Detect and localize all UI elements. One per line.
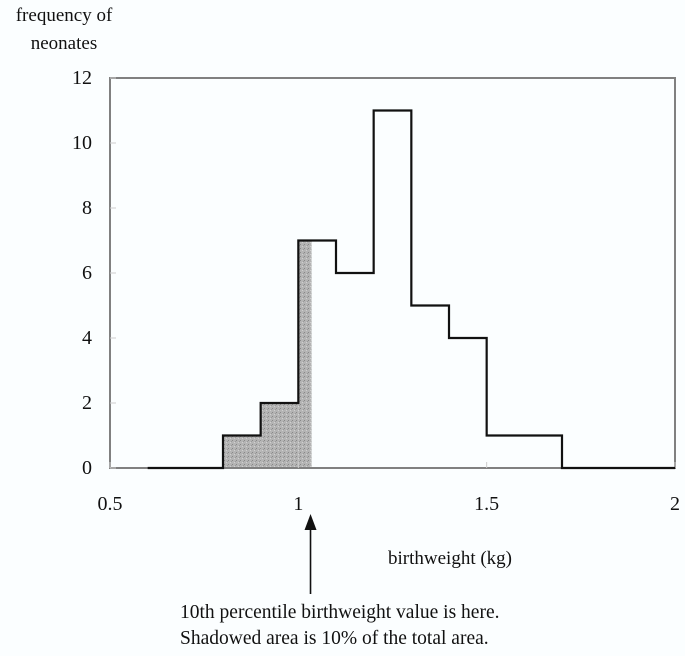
y-tick-label: 6 [82,262,92,284]
axis-ticks [109,77,676,469]
x-tick-label: 1.5 [474,493,500,515]
y-tick-label: 0 [82,457,92,479]
plot-frame [109,77,676,469]
annotation-line2: Shadowed area is 10% of the total area. [180,628,489,649]
y-tick-label: 4 [82,327,92,349]
y-tick-label: 12 [72,67,92,89]
shaded-area [223,240,312,468]
percentile-arrow [304,514,317,594]
histogram-outline [147,109,675,470]
x-tick-label: 1 [293,493,304,515]
annotation-line1: 10th percentile birthweight value is her… [180,602,500,623]
arrow-up-icon [304,514,317,530]
annotation-note: 10th percentile birthweight value is her… [180,600,499,652]
x-tick-label: 2 [670,493,680,515]
y-tick-label: 10 [72,132,92,154]
y-tick-label: 8 [82,197,92,219]
y-axis-label-line2: neonates [30,33,98,54]
x-axis-label: birthweight (kg) [388,548,513,569]
y-axis-label: frequency of neonates [4,2,124,58]
y-tick-label: 2 [82,392,92,414]
y-axis-label-line1: frequency of [15,5,113,26]
x-tick-label: 0.5 [97,493,123,515]
